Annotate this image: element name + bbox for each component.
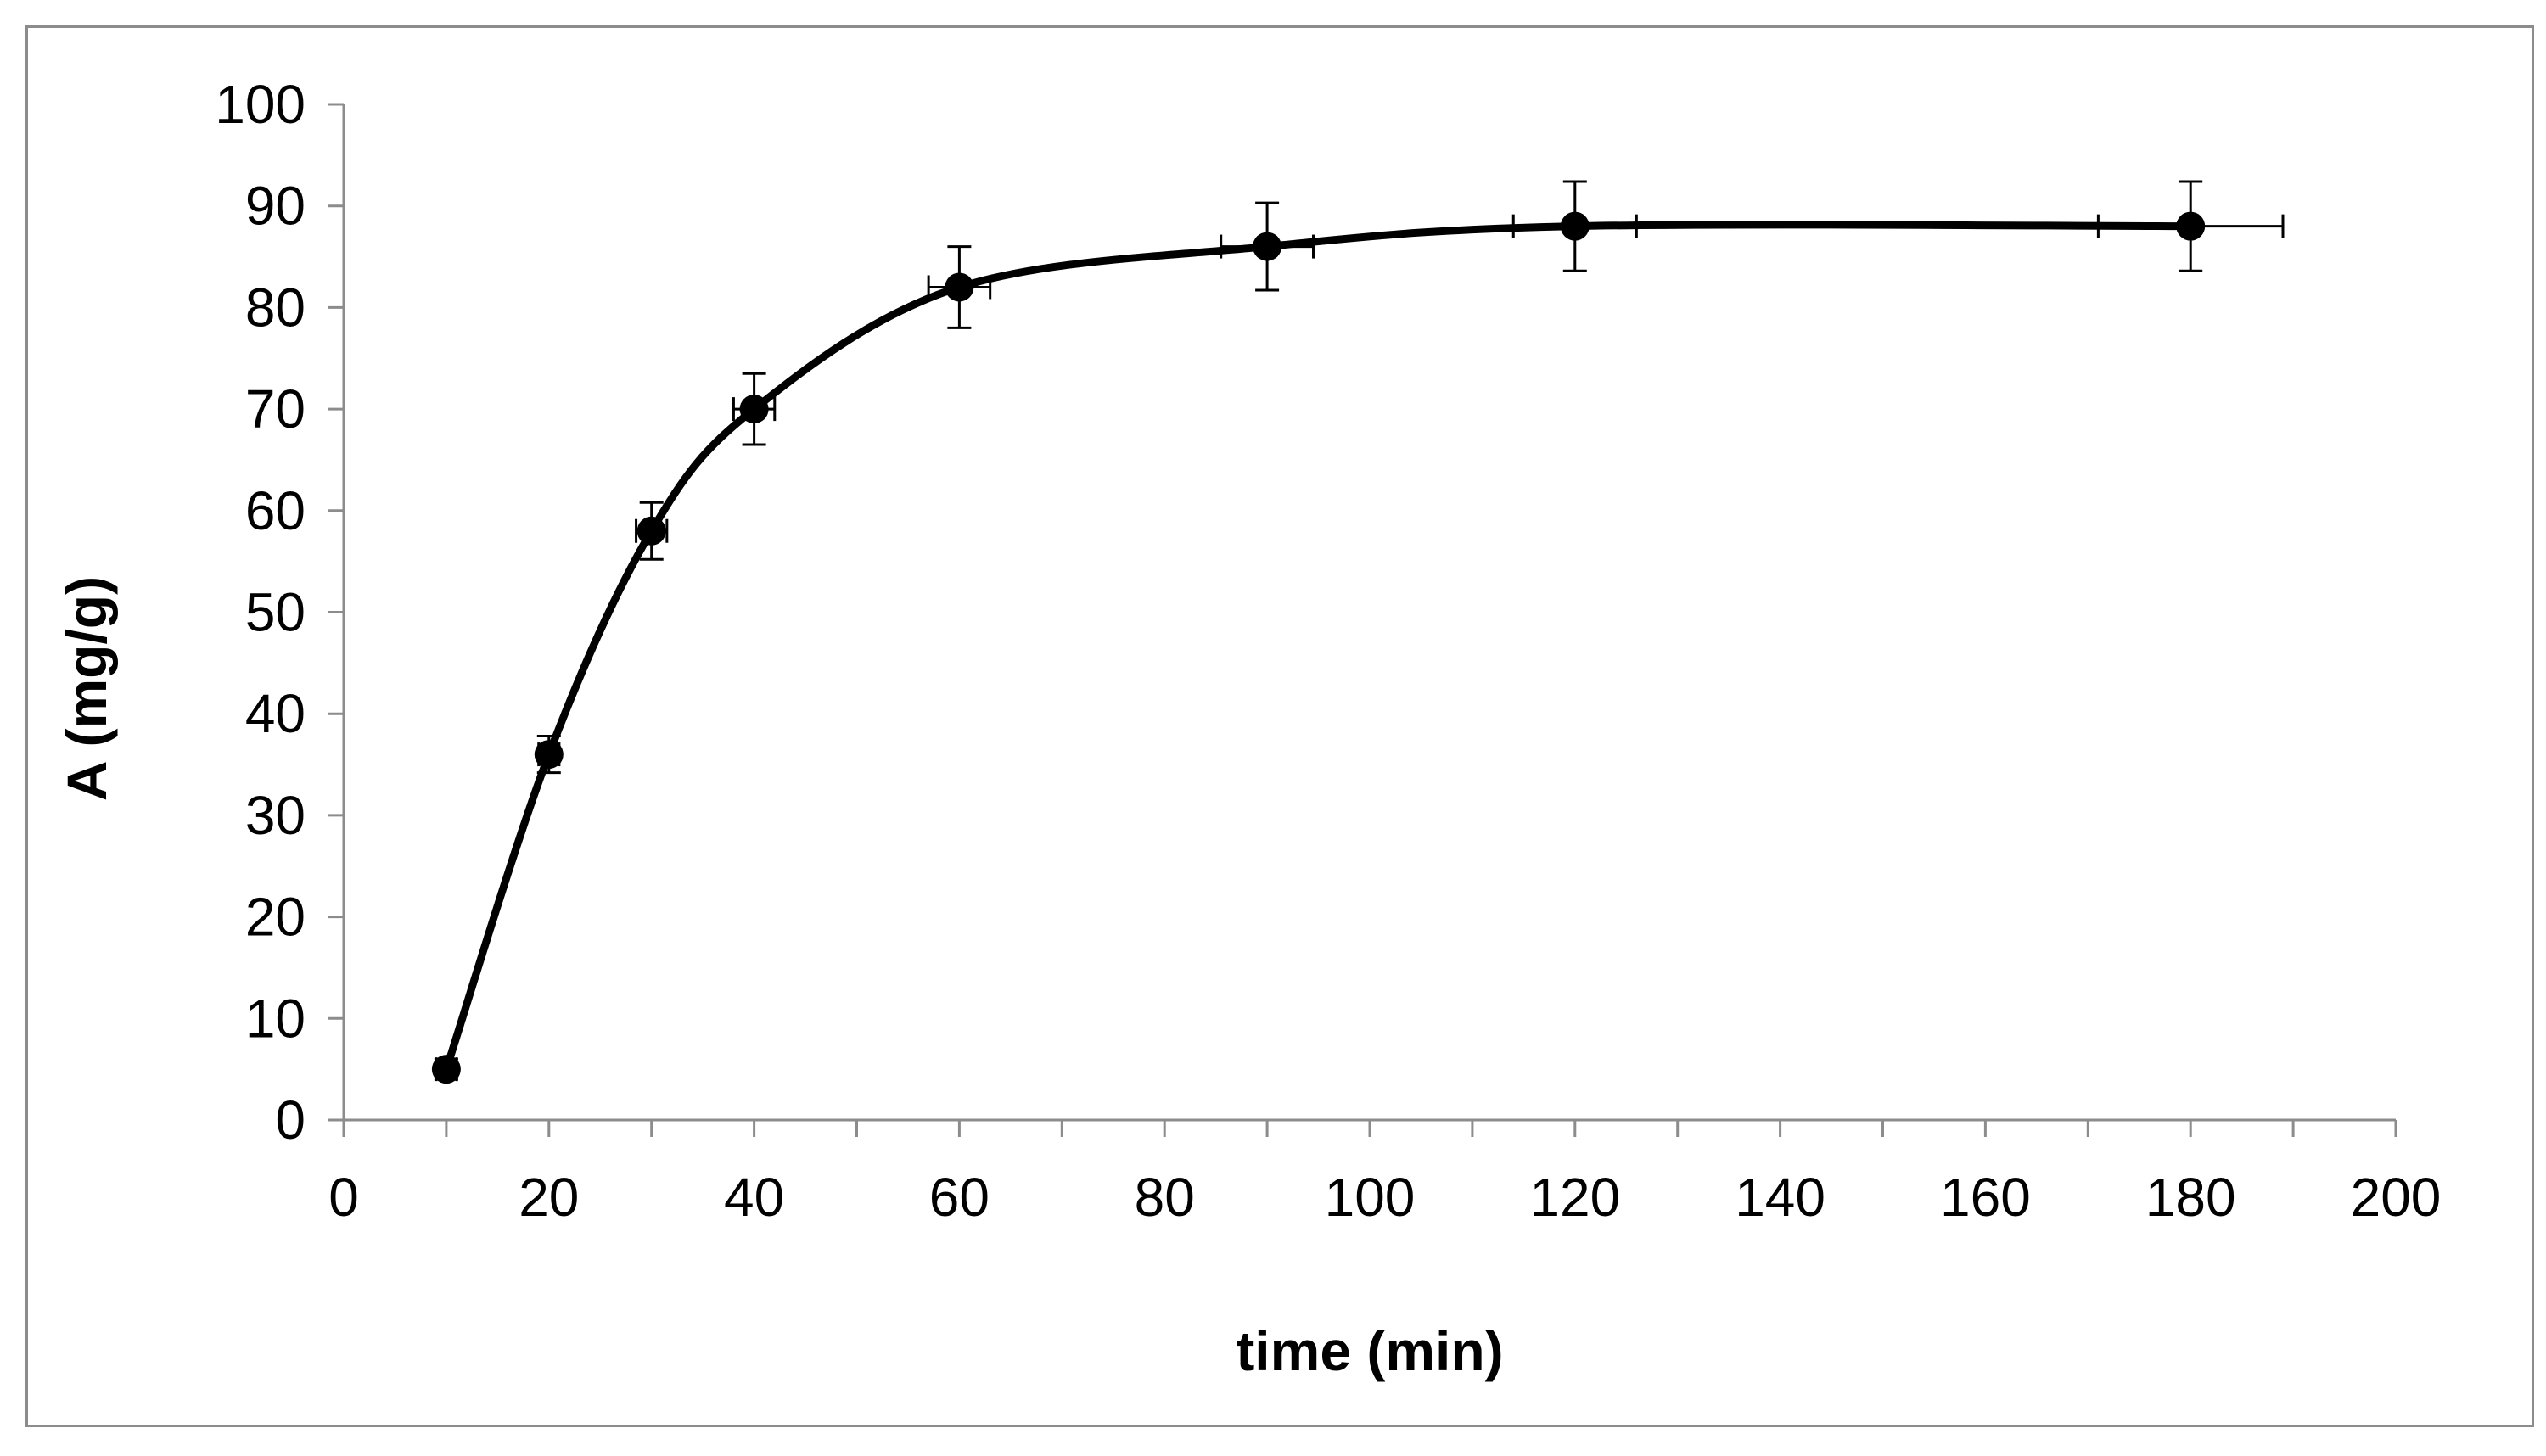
x-tick-label: 40 xyxy=(724,1167,784,1228)
x-tick-label: 140 xyxy=(1735,1167,1825,1228)
data-point xyxy=(2176,211,2206,241)
y-axis-title: A (mg/g) xyxy=(55,576,118,801)
y-tick-label: 10 xyxy=(245,988,306,1049)
data-point xyxy=(739,395,769,424)
y-tick-label: 70 xyxy=(245,378,306,440)
error-bars-layer xyxy=(434,180,2285,1082)
data-point xyxy=(1560,211,1590,241)
y-tick-label: 80 xyxy=(245,277,306,338)
series-line xyxy=(442,221,2191,1071)
x-tick-label: 160 xyxy=(1940,1167,2031,1228)
y-tick-label: 50 xyxy=(245,582,306,643)
x-tick-label: 120 xyxy=(1529,1167,1620,1228)
y-tick-label: 20 xyxy=(245,887,306,948)
data-point xyxy=(636,516,666,546)
x-tick-label: 200 xyxy=(2351,1167,2442,1228)
data-points-layer xyxy=(431,211,2206,1084)
error-bar xyxy=(927,245,992,329)
x-axis-title: time (min) xyxy=(1236,1319,1503,1382)
y-tick-label: 60 xyxy=(245,480,306,541)
data-point xyxy=(945,272,974,302)
data-point xyxy=(431,1055,461,1084)
y-tick-label: 30 xyxy=(245,785,306,846)
x-tick-label: 60 xyxy=(929,1167,990,1228)
data-point xyxy=(534,740,564,770)
y-tick-label: 100 xyxy=(215,74,306,135)
y-tick-label: 40 xyxy=(245,683,306,744)
chart-plot: 0 10 20 30 40 50 60 70 80 90 100 0 20 40 60 80 100 120 140… xyxy=(55,74,2441,1382)
x-tick-label: 180 xyxy=(2145,1167,2236,1228)
y-tick-label: 90 xyxy=(245,176,306,237)
x-tick-label: 80 xyxy=(1135,1167,1195,1228)
data-point xyxy=(1253,232,1282,261)
x-tick-label: 0 xyxy=(328,1167,359,1228)
y-tick-label: 0 xyxy=(275,1089,306,1151)
axes-group: 0 10 20 30 40 50 60 70 80 90 100 0 20 40 60 80 100 120 140… xyxy=(215,74,2441,1228)
x-tick-label: 20 xyxy=(519,1167,579,1228)
chart-frame: 0 10 20 30 40 50 60 70 80 90 100 0 20 40 60 80 100 120 140… xyxy=(25,25,2534,1427)
x-tick-label: 100 xyxy=(1325,1167,1416,1228)
curve-layer xyxy=(442,221,2191,1071)
